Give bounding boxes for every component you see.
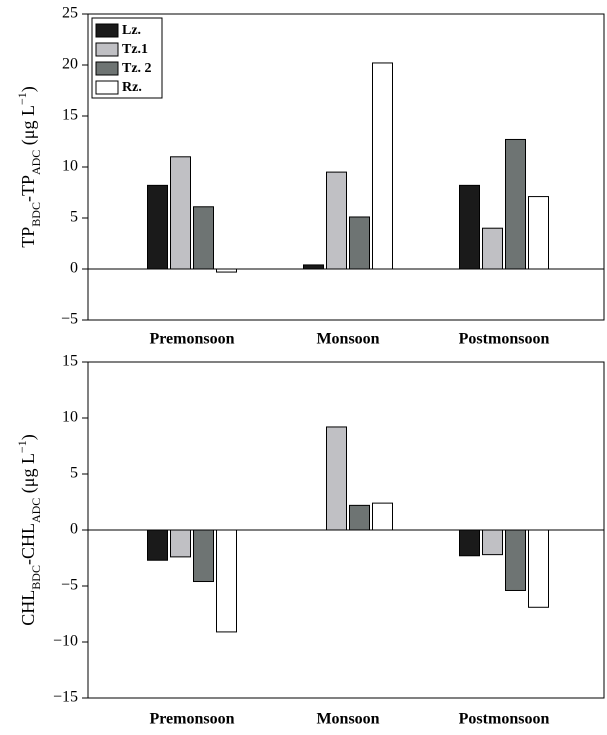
plot-frame xyxy=(87,361,605,699)
legend-swatch xyxy=(95,80,119,95)
x-tick-label: Premonsoon xyxy=(149,331,234,348)
y-label-part: -TP xyxy=(18,175,38,202)
y-tick-label: 0 xyxy=(70,521,78,538)
bar xyxy=(216,529,237,633)
bar xyxy=(193,206,214,270)
y-tick-label: 10 xyxy=(62,158,78,175)
bar xyxy=(170,529,191,558)
y-axis-label: CHLBDC-CHLADC (μg L−1) xyxy=(15,434,43,625)
y-label-part: BDC xyxy=(29,565,43,590)
bar xyxy=(303,264,324,270)
y-label-part: CHL xyxy=(18,590,38,626)
y-tick-label: 5 xyxy=(70,465,78,482)
y-label-part: ADC xyxy=(29,150,43,175)
bar xyxy=(349,216,370,270)
bar xyxy=(147,184,168,270)
bar xyxy=(528,196,549,270)
legend-label: Lz. xyxy=(122,23,141,38)
y-tick-label: −15 xyxy=(53,689,78,706)
bar xyxy=(326,171,347,270)
y-tick-label: 20 xyxy=(62,56,78,73)
y-tick-label: 15 xyxy=(62,107,78,124)
legend-swatch xyxy=(95,23,119,38)
bar xyxy=(372,62,393,270)
bar xyxy=(505,529,526,591)
y-label-part: BDC xyxy=(29,202,43,227)
bar xyxy=(459,529,480,557)
bar xyxy=(528,529,549,608)
bar xyxy=(482,227,503,270)
legend-label: Rz. xyxy=(122,80,142,95)
y-tick-label: −10 xyxy=(53,633,78,650)
bar xyxy=(482,529,503,556)
bar xyxy=(193,529,214,583)
x-tick-label: Monsoon xyxy=(316,331,379,348)
y-tick-label: 10 xyxy=(62,409,78,426)
y-tick-label: 5 xyxy=(70,209,78,226)
y-axis-label: TPBDC-TPADC (μg L−1) xyxy=(15,86,43,247)
bar xyxy=(372,502,393,531)
bar xyxy=(326,426,347,531)
legend-label: Tz. 2 xyxy=(122,61,152,76)
bar xyxy=(170,156,191,270)
y-label-part: (μg L xyxy=(18,105,39,150)
bar xyxy=(459,184,480,270)
y-tick-label: 0 xyxy=(70,260,78,277)
y-tick-label: −5 xyxy=(61,311,78,328)
y-label-part: ) xyxy=(18,434,39,440)
plot-frame xyxy=(87,13,605,321)
y-label-part: −1 xyxy=(15,92,29,105)
x-tick-label: Monsoon xyxy=(316,711,379,728)
y-label-part: −1 xyxy=(15,440,29,453)
x-tick-label: Premonsoon xyxy=(149,711,234,728)
x-tick-label: Postmonsoon xyxy=(459,331,550,348)
legend-swatch xyxy=(95,42,119,57)
bar xyxy=(147,529,168,561)
y-tick-label: 15 xyxy=(62,353,78,370)
x-tick-label: Postmonsoon xyxy=(459,711,550,728)
bar xyxy=(349,504,370,531)
legend-label: Tz.1 xyxy=(122,42,148,57)
bar xyxy=(505,138,526,270)
y-label-part: (μg L xyxy=(18,453,39,498)
y-label-part: ) xyxy=(18,86,39,92)
legend-swatch xyxy=(95,61,119,76)
y-label-part: TP xyxy=(18,227,38,248)
y-tick-label: 25 xyxy=(62,5,78,22)
y-label-part: -CHL xyxy=(18,523,38,565)
y-tick-label: −5 xyxy=(61,577,78,594)
y-label-part: ADC xyxy=(29,498,43,523)
